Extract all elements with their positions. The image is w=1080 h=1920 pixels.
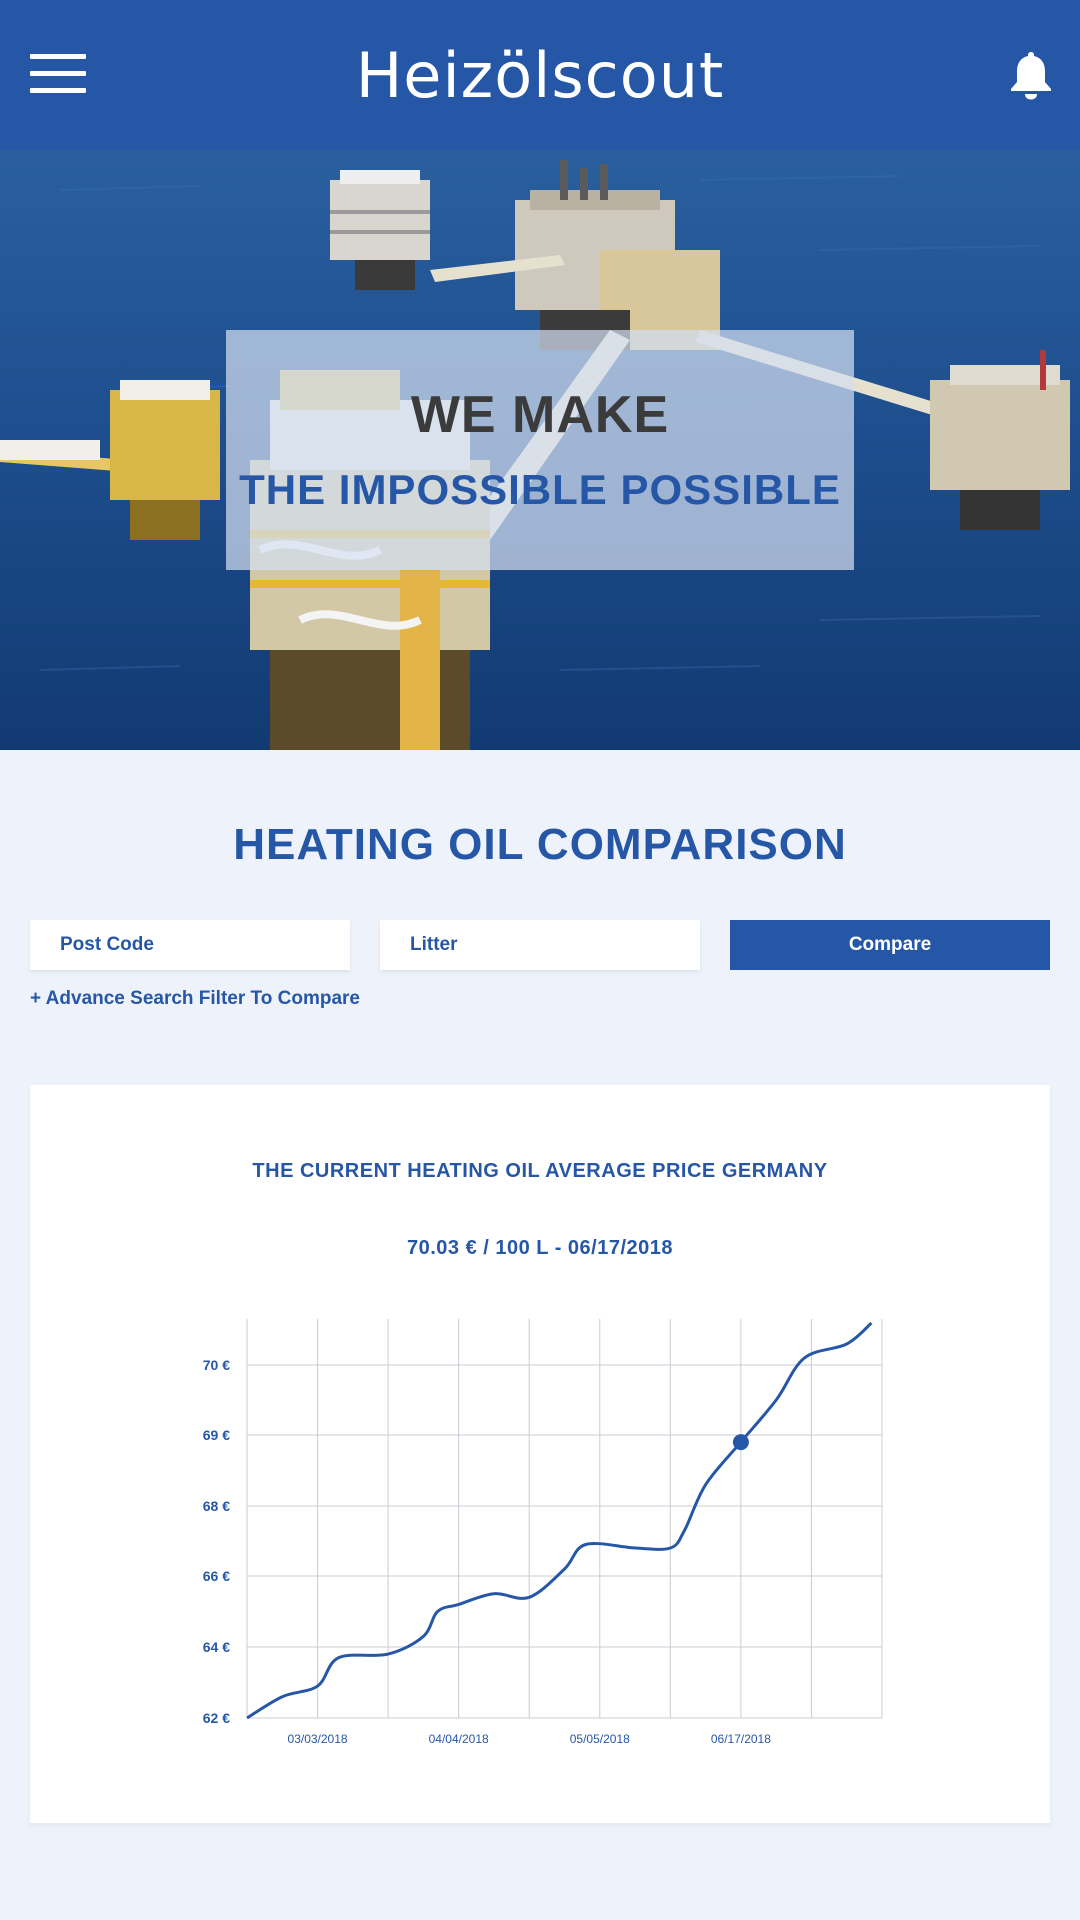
menu-bar	[30, 54, 86, 59]
hamburger-menu-icon[interactable]	[30, 54, 86, 94]
hero-overlay-box: WE MAKE THE IMPOSSIBLE POSSIBLE	[226, 330, 854, 570]
y-tick-label: 64 €	[203, 1639, 230, 1655]
x-tick-label: 03/03/2018	[288, 1732, 348, 1746]
app-logo: Heizölscout	[355, 38, 725, 112]
chart-subtitle: 70.03 € / 100 L - 06/17/2018	[406, 1237, 674, 1259]
chart-grid	[246, 1319, 883, 1719]
price-chart-card: THE CURRENT HEATING OIL AVERAGE PRICE GE…	[30, 1085, 1050, 1823]
current-price-marker	[732, 1434, 749, 1451]
x-tick-label: 04/04/2018	[429, 1732, 489, 1746]
compare-button[interactable]: Compare	[730, 920, 1050, 970]
x-tick-label: 05/05/2018	[570, 1732, 630, 1746]
comparison-title: HEATING OIL COMPARISON	[233, 820, 847, 869]
y-axis-labels: 70 € 69 € 68 € 66 € 64 € 62 €	[203, 1357, 230, 1726]
y-tick-label: 69 €	[203, 1427, 230, 1443]
y-tick-label: 68 €	[203, 1498, 230, 1514]
y-tick-label: 66 €	[203, 1568, 230, 1584]
litter-input[interactable]	[380, 920, 700, 970]
app-header: Heizölscout	[0, 0, 1080, 150]
advanced-search-link[interactable]: + Advance Search Filter To Compare	[30, 988, 360, 1009]
offshore-platform-image	[0, 150, 1080, 750]
chart-title: THE CURRENT HEATING OIL AVERAGE PRICE GE…	[252, 1160, 828, 1182]
post-code-input[interactable]	[30, 920, 350, 970]
price-line-chart: 70 € 69 € 68 € 66 € 64 € 62 € 03/03/2018 04/04…	[203, 1319, 883, 1746]
x-tick-label: 06/17/2018	[711, 1732, 771, 1746]
hero-headline: WE MAKE	[410, 386, 670, 444]
hero-tagline: THE IMPOSSIBLE POSSIBLE	[239, 466, 841, 513]
price-series-line	[246, 1321, 873, 1720]
hero-banner: WE MAKE THE IMPOSSIBLE POSSIBLE	[0, 150, 1080, 750]
bell-icon[interactable]	[1008, 50, 1054, 100]
y-tick-label: 62 €	[203, 1710, 230, 1726]
x-axis-labels: 03/03/2018 04/04/2018 05/05/2018 06/17/2018	[288, 1732, 772, 1746]
y-tick-label: 70 €	[203, 1357, 230, 1373]
menu-bar	[30, 71, 86, 76]
menu-bar	[30, 88, 86, 93]
